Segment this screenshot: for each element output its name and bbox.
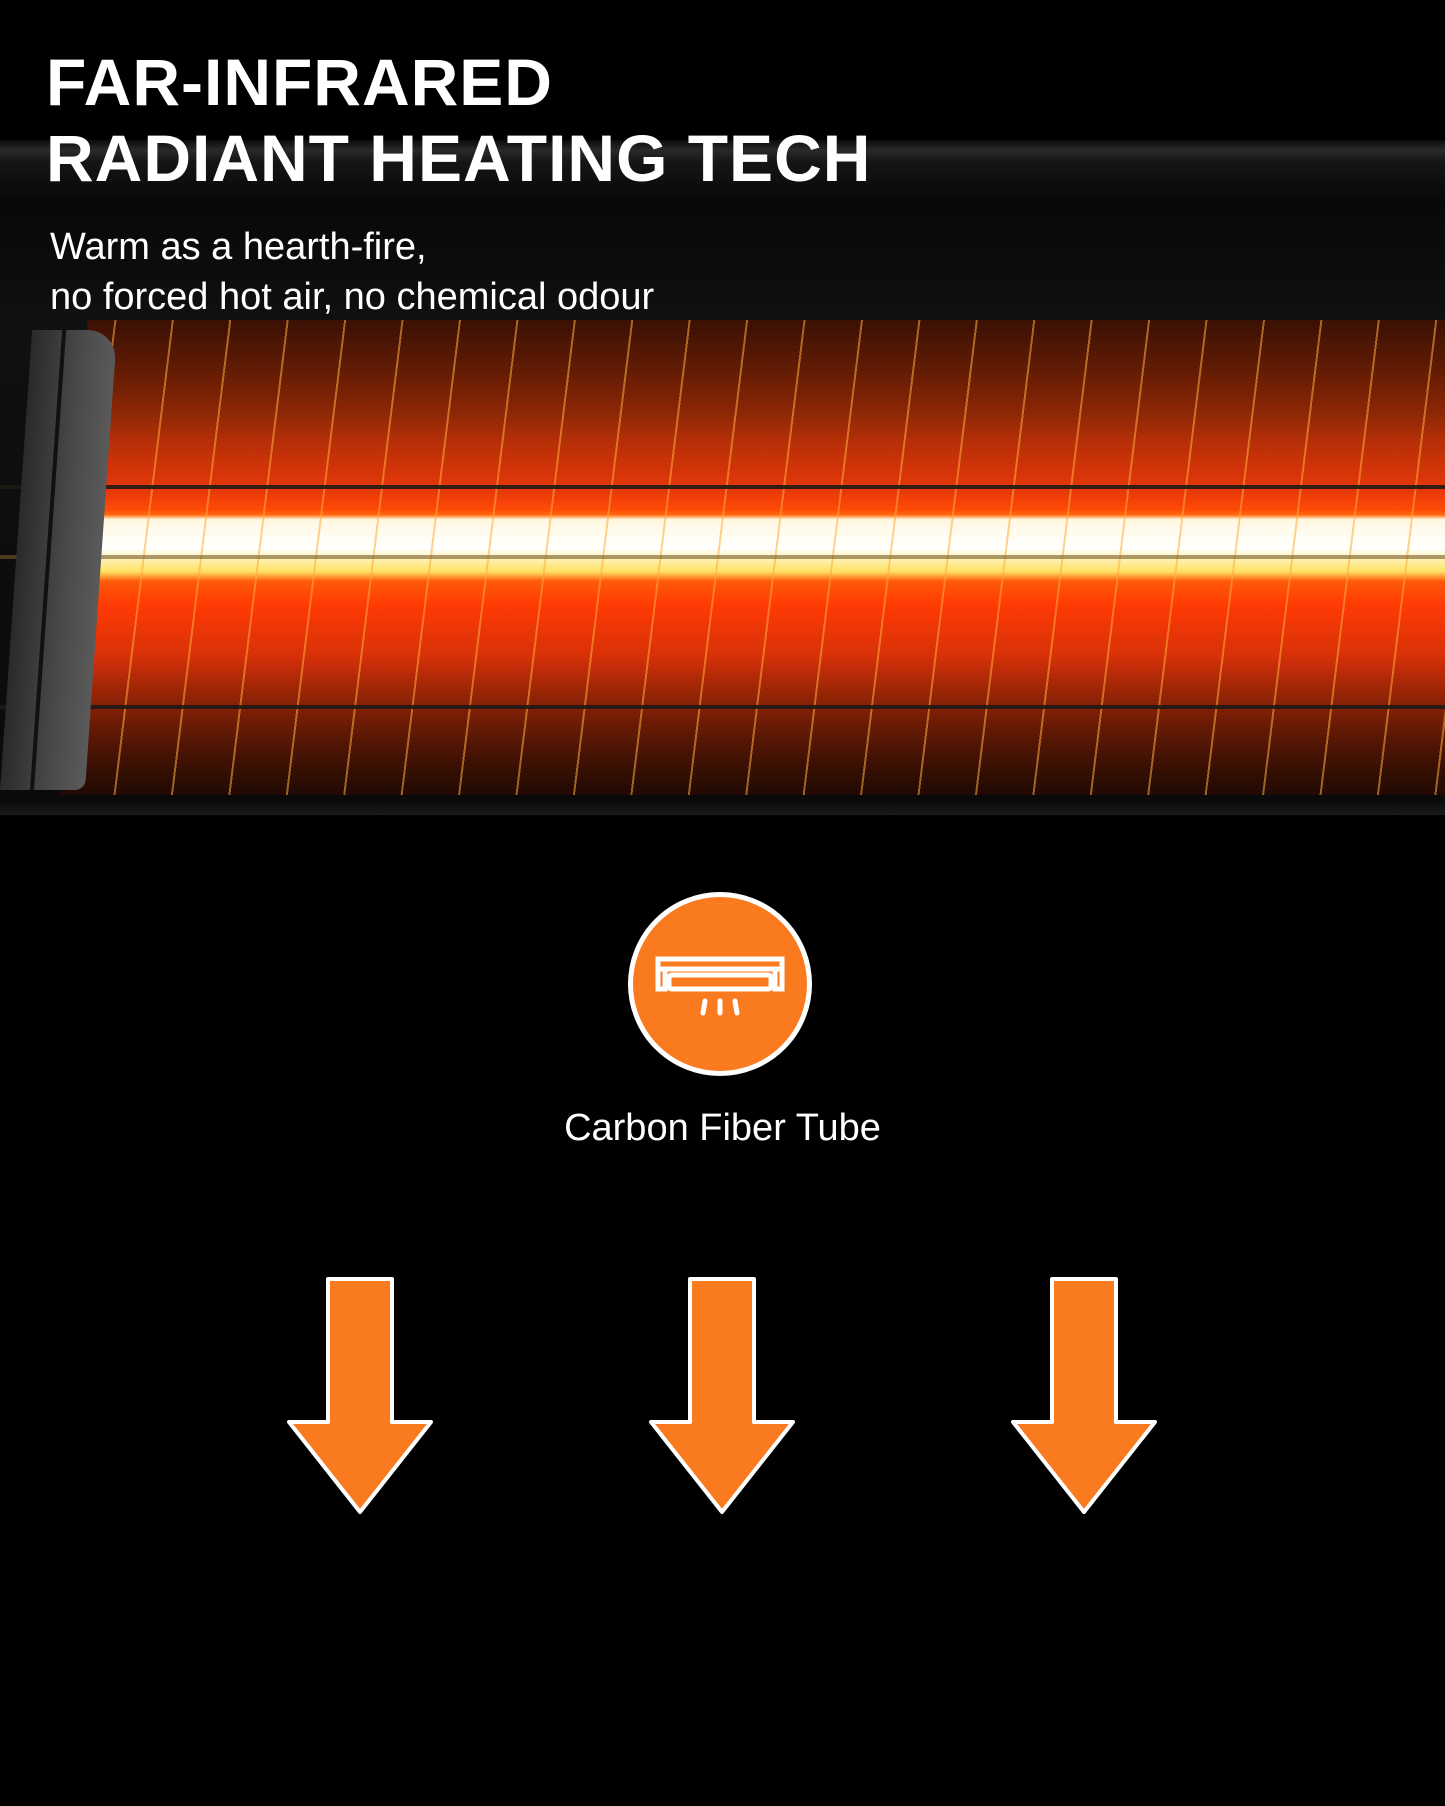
title-line-2: RADIANT HEATING TECH [46, 121, 872, 195]
grille-rod [0, 705, 1445, 709]
subtitle-line-1: Warm as a hearth-fire, [50, 226, 427, 268]
grille-rod [0, 555, 1445, 559]
arrow-down-icon [287, 1277, 433, 1514]
page-title: FAR-INFRARED RADIANT HEATING TECH [46, 44, 871, 196]
arrow-down-icon [649, 1277, 795, 1514]
subtitle-line-2: no forced hot air, no chemical odour [50, 276, 655, 318]
arrow-down-icon [1011, 1277, 1157, 1514]
title-line-1: FAR-INFRARED [46, 45, 553, 119]
subtitle: Warm as a hearth-fire, no forced hot air… [50, 222, 654, 322]
grille-rod [0, 485, 1445, 489]
carbon-fiber-tube-heater-icon [628, 892, 812, 1076]
heater-product-image [0, 140, 1445, 815]
feature-label: Carbon Fiber Tube [564, 1107, 881, 1149]
